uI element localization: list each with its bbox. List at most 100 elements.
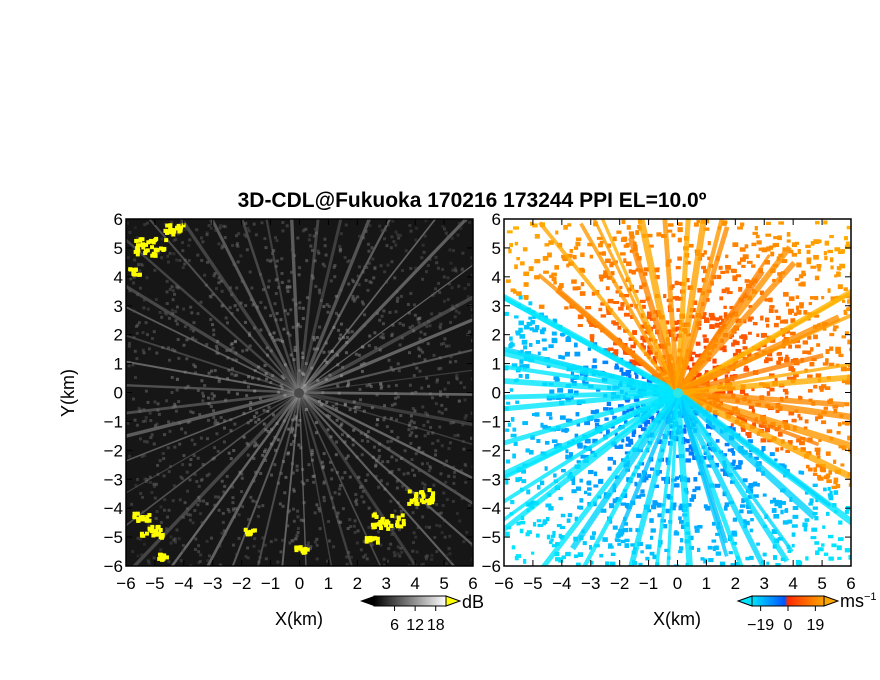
intensity-pixel — [383, 487, 387, 491]
velocity-pixel — [713, 317, 720, 321]
over-range-pixel — [370, 522, 375, 527]
intensity-pixel — [155, 351, 159, 355]
velocity-pixel — [732, 427, 736, 432]
intensity-pixel — [167, 508, 171, 512]
velocity-pixel — [827, 288, 831, 293]
velocity-pixel — [671, 233, 676, 238]
velocity-pixel — [651, 504, 657, 510]
intensity-pixel — [414, 426, 418, 430]
velocity-pixel — [539, 329, 544, 334]
intensity-pixel — [252, 544, 256, 548]
intensity-pixel — [336, 384, 340, 388]
over-range-pixel — [245, 532, 250, 537]
intensity-pixel — [305, 478, 309, 482]
velocity-pixel — [725, 264, 731, 270]
intensity-pixel — [329, 279, 333, 283]
velocity-pixel — [506, 401, 511, 405]
intensity-pixel — [426, 342, 430, 346]
intensity-pixel — [412, 374, 416, 378]
intensity-pixel — [311, 458, 315, 462]
velocity-pixel — [817, 267, 821, 272]
intensity-pixel — [352, 428, 356, 432]
intensity-pixel — [165, 312, 169, 316]
velocity-pixel — [525, 502, 532, 507]
intensity-pixel — [466, 295, 470, 299]
intensity-pixel — [239, 254, 243, 258]
velocity-pixel — [829, 332, 835, 337]
intensity-pixel — [426, 420, 430, 424]
velocity-pixel — [742, 478, 748, 483]
intensity-pixel — [360, 439, 364, 443]
intensity-pixel — [419, 563, 423, 566]
velocity-pixel — [534, 233, 540, 239]
velocity-pixel — [719, 390, 726, 395]
velocity-pixel — [822, 362, 829, 366]
intensity-pixel — [463, 287, 467, 291]
intensity-pixel — [133, 226, 137, 230]
velocity-pixel — [576, 460, 581, 464]
intensity-pixel — [286, 524, 290, 528]
intensity-pixel — [232, 449, 236, 453]
velocity-streak — [675, 391, 790, 563]
intensity-pixel — [441, 267, 445, 271]
velocity-pixel — [780, 501, 786, 505]
velocity-streak — [674, 392, 693, 566]
x-tick-label: 0 — [673, 574, 682, 593]
intensity-pixel — [292, 440, 296, 444]
velocity-pixel — [800, 447, 806, 452]
over-range-pixel — [178, 228, 183, 233]
intensity-pixel — [322, 495, 326, 499]
intensity-pixel — [309, 545, 313, 549]
over-range-pixel — [135, 511, 140, 516]
velocity-pixel — [628, 441, 634, 445]
intensity-pixel — [275, 259, 279, 263]
intensity-pixel — [205, 539, 209, 543]
intensity-pixel — [217, 377, 221, 381]
velocity-pixel — [819, 387, 824, 392]
intensity-pixel — [407, 564, 411, 566]
intensity-pixel — [133, 349, 137, 353]
intensity-pixel — [153, 400, 157, 404]
intensity-pixel — [398, 505, 402, 509]
velocity-pixel — [540, 422, 544, 428]
velocity-pixel — [626, 225, 631, 230]
intensity-pixel — [182, 343, 186, 347]
velocity-pixel — [545, 516, 550, 522]
velocity-pixel — [751, 264, 756, 268]
velocity-pixel — [625, 398, 630, 403]
over-range-pixel — [147, 518, 152, 523]
intensity-pixel — [356, 529, 360, 533]
velocity-pixel — [747, 318, 753, 322]
intensity-pixel — [362, 324, 366, 328]
intensity-pixel — [450, 304, 454, 308]
intensity-pixel — [198, 499, 202, 503]
velocity-pixel — [577, 324, 583, 328]
intensity-colorbar: dB 6 12 18 — [360, 592, 484, 634]
intensity-pixel — [412, 329, 416, 333]
intensity-pixel — [409, 441, 413, 445]
over-range-pixel — [414, 491, 419, 496]
velocity-pixel — [715, 439, 720, 443]
velocity-streak — [504, 293, 679, 396]
intensity-pixel — [355, 502, 359, 506]
intensity-pixel — [389, 366, 393, 370]
velocity-pixel — [573, 554, 579, 559]
velocity-pixel — [838, 520, 843, 525]
velocity-pixel — [782, 464, 787, 470]
intensity-pixel — [259, 397, 263, 401]
velocity-pixel — [762, 493, 767, 497]
intensity-pixel — [470, 411, 473, 415]
intensity-pixel — [423, 483, 427, 487]
intensity-pixel — [144, 416, 148, 420]
intensity-pixel — [231, 367, 235, 371]
velocity-pixel — [603, 273, 609, 279]
intensity-pixel — [138, 537, 142, 541]
velocity-pixel — [806, 464, 810, 469]
velocity-pixel — [561, 254, 567, 259]
velocity-pixel — [749, 528, 754, 533]
velocity-pixel — [832, 328, 837, 332]
intensity-pixel — [292, 358, 296, 362]
intensity-pixel — [303, 389, 307, 393]
intensity-pixel — [146, 307, 150, 311]
velocity-pixel — [800, 470, 805, 475]
